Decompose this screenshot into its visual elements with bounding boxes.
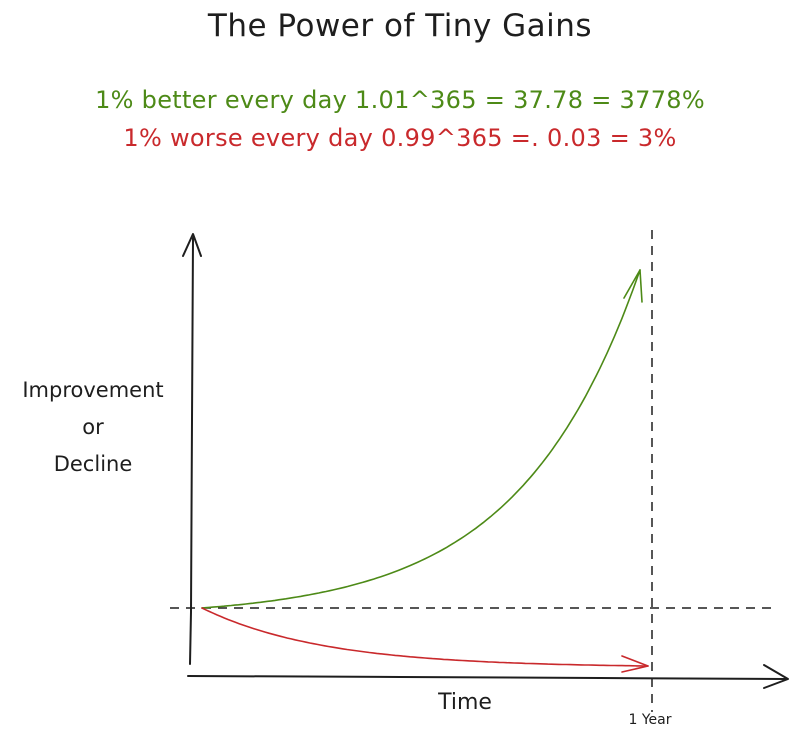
y-axis-label-line-1: Improvement bbox=[22, 378, 164, 402]
y-axis-label: Improvement or Decline bbox=[4, 372, 182, 483]
improvement-formula: 1% better every day 1.01^365 = 37.78 = 3… bbox=[95, 86, 705, 114]
y-axis-label-line-3: Decline bbox=[53, 452, 133, 476]
decline-curve-arrowhead bbox=[621, 655, 649, 673]
improvement-curve-arrowhead bbox=[623, 269, 643, 303]
y-axis-arrowhead bbox=[182, 233, 202, 257]
x-axis-line bbox=[187, 675, 787, 680]
x-axis-label: Time bbox=[438, 690, 492, 715]
y-axis-line bbox=[189, 237, 194, 665]
decline-formula: 1% worse every day 0.99^365 =. 0.03 = 3% bbox=[123, 124, 677, 152]
improvement-curve bbox=[201, 269, 641, 609]
y-axis-label-line-2: or bbox=[82, 415, 104, 439]
one-year-marker-label: 1 Year bbox=[628, 712, 672, 728]
decline-curve bbox=[201, 607, 649, 667]
x-axis-arrowhead bbox=[763, 664, 789, 689]
chart-title: The Power of Tiny Gains bbox=[207, 8, 593, 44]
